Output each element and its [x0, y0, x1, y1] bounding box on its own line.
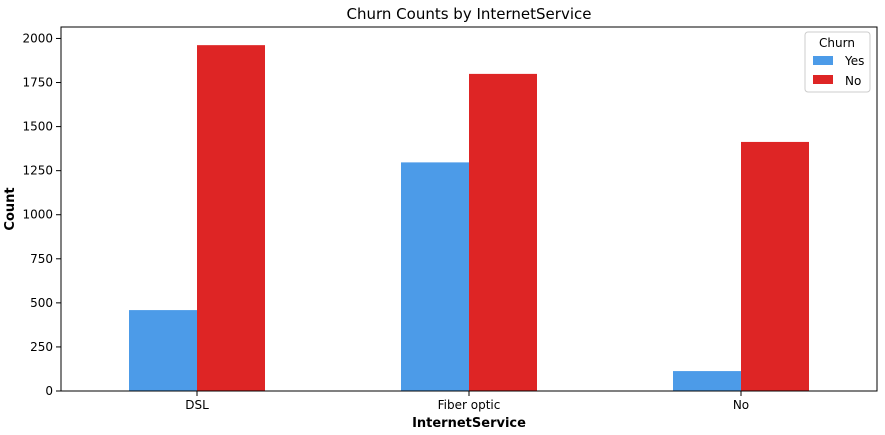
legend-title: Churn — [819, 36, 855, 50]
bar-yes-dsl — [129, 310, 197, 391]
chart-title: Churn Counts by InternetService — [347, 5, 592, 23]
bar-yes-fiber-optic — [401, 162, 469, 391]
bar-no-no — [741, 141, 809, 391]
y-axis-label: Count — [3, 187, 18, 230]
legend-label-no: No — [845, 74, 861, 88]
y-tick-label: 2000 — [22, 31, 53, 45]
y-axis: 0 250 500 750 1000 1250 1500 1750 2000 — [22, 31, 61, 398]
legend-swatch-no — [813, 75, 833, 84]
bar-no-dsl — [197, 45, 265, 391]
legend-swatch-yes — [813, 56, 833, 65]
plot-frame — [60, 26, 878, 392]
x-axis-label: InternetService — [412, 416, 526, 431]
bars-group — [129, 45, 809, 392]
x-tick-label-no: No — [733, 398, 749, 412]
y-tick-label: 500 — [30, 296, 53, 310]
bar-yes-no — [673, 371, 741, 391]
y-tick-label: 750 — [30, 252, 53, 266]
y-tick-label: 1000 — [22, 208, 53, 222]
x-axis: DSL Fiber optic No — [185, 391, 749, 412]
y-tick-label: 0 — [45, 384, 53, 398]
x-tick-label-dsl: DSL — [185, 398, 209, 412]
y-tick-label: 1250 — [22, 164, 53, 178]
x-tick-label-fiber-optic: Fiber optic — [438, 398, 501, 412]
y-tick-label: 1500 — [22, 120, 53, 134]
legend-label-yes: Yes — [844, 54, 864, 68]
bar-no-fiber-optic — [469, 73, 537, 392]
y-tick-label: 250 — [30, 340, 53, 354]
y-tick-label: 1750 — [22, 76, 53, 90]
legend: Churn Yes No — [804, 31, 871, 93]
